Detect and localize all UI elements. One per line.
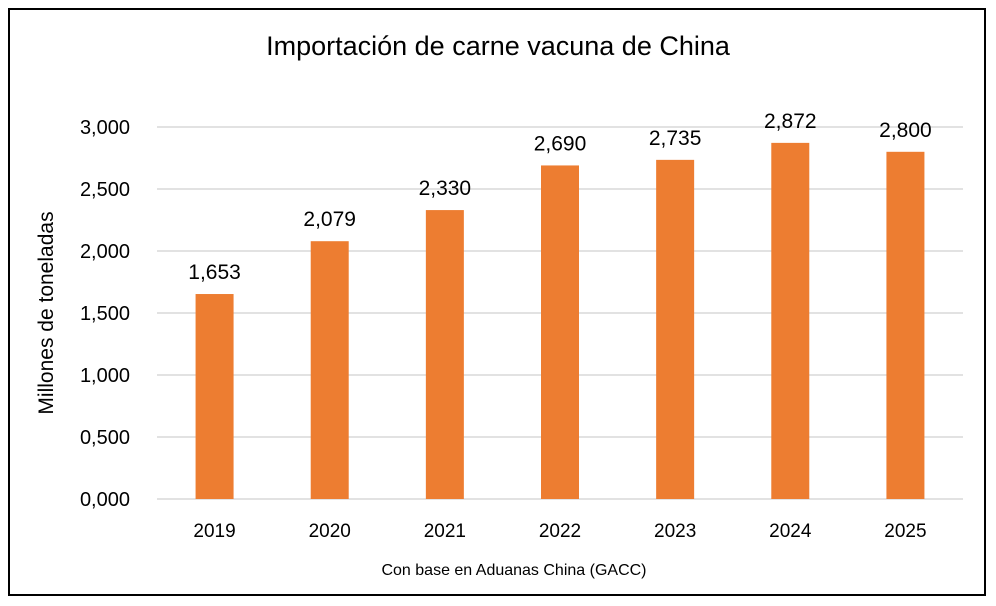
bars (195, 142, 925, 500)
y-tick-label: 0,000 (80, 489, 130, 511)
chart-title: Importación de carne vacuna de China (266, 31, 731, 61)
data-label: 2,872 (764, 110, 817, 133)
data-label: 2,079 (303, 208, 356, 231)
y-tick-label: 0,500 (80, 427, 130, 449)
y-axis-ticks: 0,000 0,500 1,000 1,500 2,000 2,500 3,000 (80, 117, 130, 511)
data-labels: 1,653 2,079 2,330 2,690 2,735 2,872 2,800 (188, 110, 931, 284)
bar-2022 (541, 165, 579, 499)
data-label: 1,653 (188, 261, 241, 284)
y-tick-label: 2,000 (80, 241, 130, 263)
bar-2024 (771, 142, 810, 499)
bar-2023 (656, 159, 695, 500)
bar-2019 (195, 294, 234, 499)
chart-frame (8, 8, 986, 596)
bar-2020 (310, 241, 349, 500)
x-tick-label: 2020 (309, 521, 351, 542)
x-tick-label: 2024 (769, 521, 812, 542)
data-label: 2,800 (879, 119, 932, 142)
y-tick-label: 2,500 (80, 179, 130, 201)
data-label: 2,330 (419, 177, 472, 200)
x-axis-ticks: 2019 2020 2021 2022 2023 2024 2025 (193, 521, 926, 542)
bar-2025 (886, 151, 925, 500)
x-tick-label: 2019 (193, 521, 235, 542)
y-axis-label: Millones de toneladas (35, 211, 58, 414)
y-tick-label: 1,500 (80, 303, 130, 325)
data-label: 2,735 (649, 127, 702, 150)
x-tick-label: 2021 (424, 521, 466, 542)
y-tick-label: 3,000 (80, 117, 130, 139)
y-tick-label: 1,000 (80, 365, 130, 387)
data-label: 2,690 (534, 132, 587, 155)
x-tick-label: 2022 (539, 521, 581, 542)
x-tick-label: 2025 (884, 521, 926, 542)
x-axis-label: Con base en Aduanas China (GACC) (381, 562, 646, 579)
bar-2021 (425, 210, 464, 499)
x-tick-label: 2023 (654, 521, 696, 542)
